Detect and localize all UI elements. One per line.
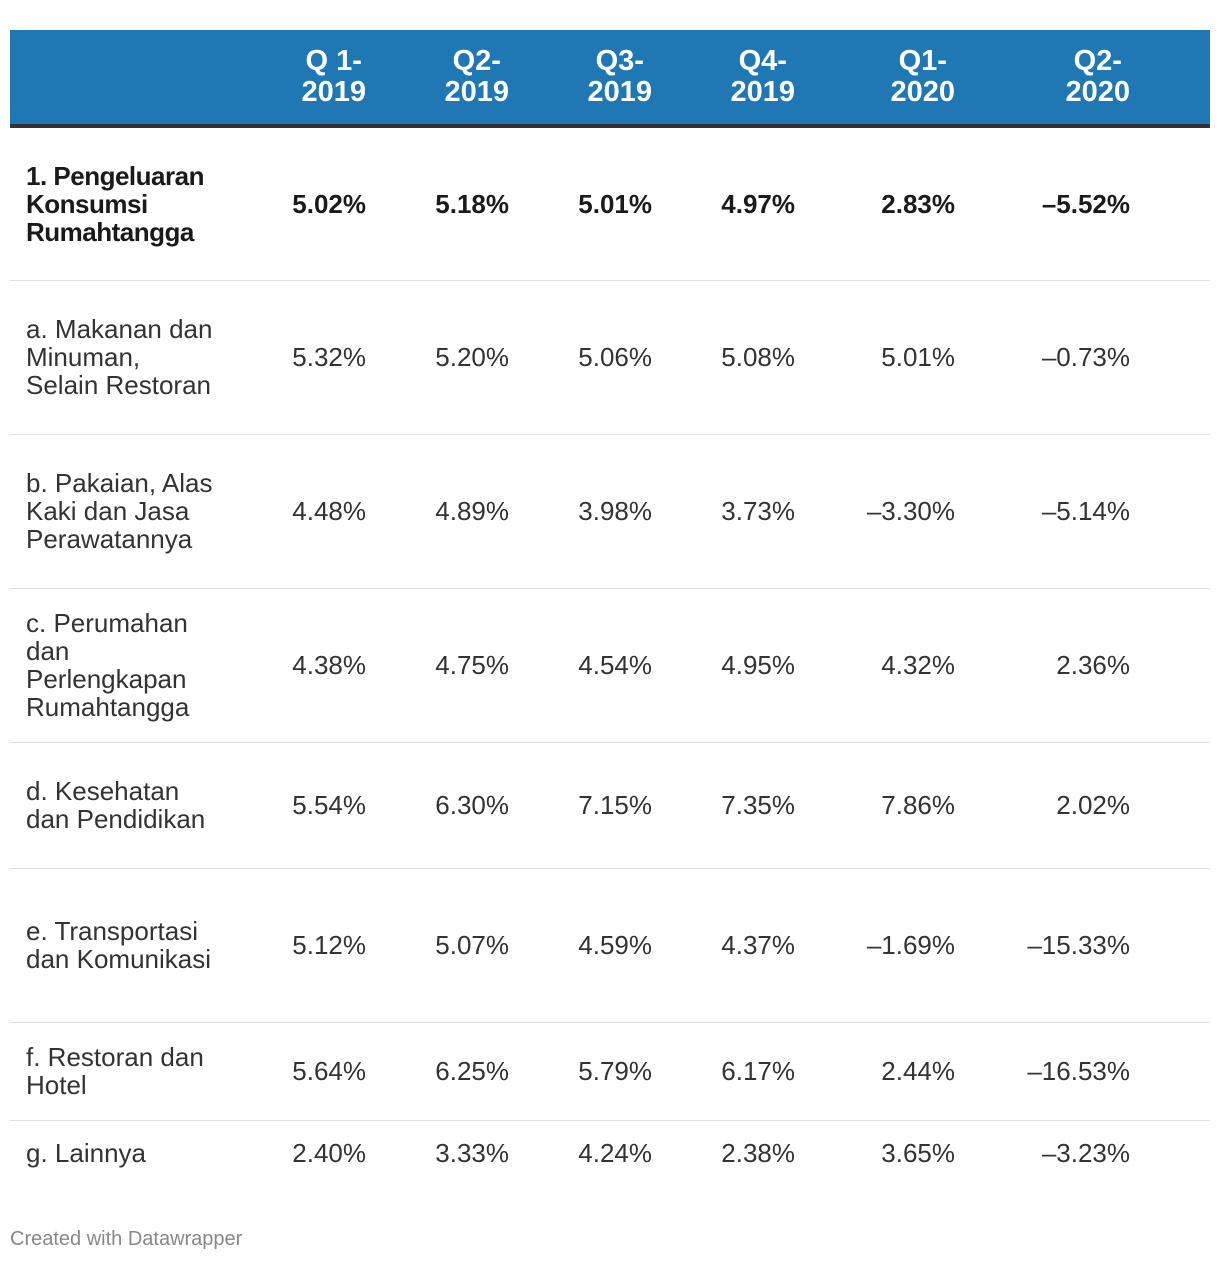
table-cell: 4.89% (366, 434, 509, 589)
table-cell: 4.38% (223, 588, 366, 743)
row-label: f. Restoran dan Hotel (10, 1022, 223, 1121)
table-cell: –1.69% (795, 868, 955, 1023)
table-row: c. Perumahan dan Perlengkapan Rumahtangg… (10, 588, 1210, 743)
table-cell: –3.23% (1041, 1138, 1130, 1169)
column-header-cut-off[interactable] (1130, 30, 1210, 128)
row-label: 1. Pengeluaran Konsumsi Rumahtangga (10, 126, 223, 281)
table-cell: 3.33% (435, 1138, 509, 1169)
data-table-container: Q 1- 2019 Q2- 2019 Q3- 2019 Q4- 2019 Q1-… (10, 30, 1210, 1186)
table-row: a. Makanan dan Minuman, Selain Restoran … (10, 280, 1210, 435)
table-cell: 5.02% (223, 126, 366, 281)
table-cell: 2.02% (955, 742, 1130, 869)
table-cell (1130, 742, 1210, 869)
table-cell: 3.98% (509, 434, 652, 589)
table-cell: 5.12% (223, 868, 366, 1023)
column-header-q1-2019[interactable]: Q 1- 2019 (223, 30, 366, 128)
column-header-q4-2019[interactable]: Q4- 2019 (652, 30, 795, 128)
table-row: e. Transportasi dan Komunikasi 5.12% 5.0… (10, 868, 1210, 1023)
table-cell: 5.07% (366, 868, 509, 1023)
table-cell (1130, 588, 1210, 743)
table-cell: 4.32% (795, 588, 955, 743)
table-cell: 4.75% (366, 588, 509, 743)
table-cell: 5.20% (366, 280, 509, 435)
row-label: e. Transportasi dan Komunikasi (10, 868, 223, 1023)
table-row: g. Lainnya 2.40% 3.33% 4.24% 2.38% 3.65%… (10, 1120, 1210, 1186)
table-cell: –3.30% (795, 434, 955, 589)
column-header-q3-2019[interactable]: Q3- 2019 (509, 30, 652, 128)
column-header-q2-2019[interactable]: Q2- 2019 (366, 30, 509, 128)
table-cell: 5.79% (509, 1022, 652, 1121)
row-label: a. Makanan dan Minuman, Selain Restoran (10, 280, 223, 435)
table-cell: 4.95% (652, 588, 795, 743)
table-cell: – (1130, 280, 1210, 435)
table-cell: 3.65% (881, 1138, 955, 1169)
table-cell: 4.54% (509, 588, 652, 743)
table-cell: 2.38% (721, 1138, 795, 1169)
table-cell: 4.48% (223, 434, 366, 589)
table-cell: –15.33% (955, 868, 1130, 1023)
table-row: b. Pakaian, Alas Kaki dan Jasa Perawatan… (10, 434, 1210, 589)
column-header-q1-2020[interactable]: Q1- 2020 (795, 30, 955, 128)
table-cell: 7.35% (652, 742, 795, 869)
table-row: d. Kesehatan dan Pendidikan 5.54% 6.30% … (10, 742, 1210, 869)
table-header-row: Q 1- 2019 Q2- 2019 Q3- 2019 Q4- 2019 Q1-… (10, 30, 1210, 128)
table-row: f. Restoran dan Hotel 5.64% 6.25% 5.79% … (10, 1022, 1210, 1121)
table-cell: – (1130, 434, 1210, 589)
row-label: g. Lainnya (26, 1138, 146, 1169)
table-cell: 4.37% (652, 868, 795, 1023)
table-cell: 4.24% (578, 1138, 652, 1169)
table-cell: –0.73% (955, 280, 1130, 435)
table-cell: –1 (1130, 868, 1210, 1023)
table-cell: 5.64% (223, 1022, 366, 1121)
table-cell: 5.32% (223, 280, 366, 435)
table-cell: 6.25% (366, 1022, 509, 1121)
table-cell: –5.52% (955, 126, 1130, 281)
table-cell: 7.86% (795, 742, 955, 869)
table-cell: 5.18% (366, 126, 509, 281)
table-cell: 2.36% (955, 588, 1130, 743)
table-cell: 7.15% (509, 742, 652, 869)
table-cell: 6.17% (652, 1022, 795, 1121)
table-cell: 5.06% (509, 280, 652, 435)
table-cell: – (1130, 1120, 1210, 1186)
table-cell: –1 (1130, 1022, 1210, 1121)
row-label: d. Kesehatan dan Pendidikan (10, 742, 223, 869)
table-cell: 4.97% (652, 126, 795, 281)
table-cell: 5.01% (795, 280, 955, 435)
table-cell: 5.01% (509, 126, 652, 281)
column-header-category[interactable] (10, 30, 223, 128)
table-cell: –5.14% (955, 434, 1130, 589)
table-cell: 5.54% (223, 742, 366, 869)
table-cell: 3.73% (652, 434, 795, 589)
table-cell: 6.30% (366, 742, 509, 869)
table-cell: 2.83% (795, 126, 955, 281)
column-header-q2-2020[interactable]: Q2- 2020 (955, 30, 1130, 128)
row-label: b. Pakaian, Alas Kaki dan Jasa Perawatan… (10, 434, 223, 589)
table-cell: –16.53% (955, 1022, 1130, 1121)
table-cell: 5.08% (652, 280, 795, 435)
table-cell: – (1130, 126, 1210, 281)
table-cell: 2.40% (292, 1138, 366, 1169)
table-row: 1. Pengeluaran Konsumsi Rumahtangga 5.02… (10, 126, 1210, 281)
row-label: c. Perumahan dan Perlengkapan Rumahtangg… (10, 588, 223, 743)
consumption-growth-table: Q 1- 2019 Q2- 2019 Q3- 2019 Q4- 2019 Q1-… (10, 30, 1210, 1186)
table-cell: 4.59% (509, 868, 652, 1023)
table-cell: 2.44% (795, 1022, 955, 1121)
datawrapper-credit[interactable]: Created with Datawrapper (10, 1228, 243, 1250)
